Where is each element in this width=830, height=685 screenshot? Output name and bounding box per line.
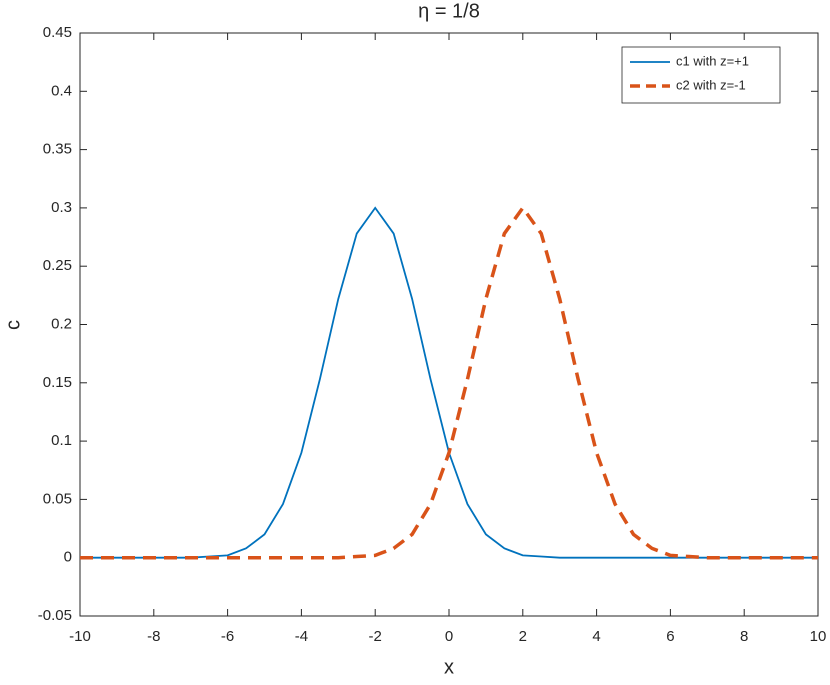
- y-tick-label: 0.05: [43, 490, 72, 507]
- x-tick-label: 2: [519, 628, 527, 645]
- y-tick-label: 0.35: [43, 141, 72, 158]
- y-axis-label: c: [2, 320, 24, 330]
- series-line: [80, 204, 818, 560]
- x-tick-label: 4: [592, 628, 600, 645]
- x-tick-label: 6: [666, 628, 674, 645]
- x-tick-label: -4: [295, 628, 308, 645]
- y-tick-label: 0.45: [43, 24, 72, 41]
- y-tick-label: -0.05: [38, 607, 72, 624]
- y-tick-label: 0.15: [43, 374, 72, 391]
- x-tick-label: 8: [740, 628, 748, 645]
- x-tick-label: -8: [147, 628, 160, 645]
- x-tick-label: -2: [369, 628, 382, 645]
- x-tick-label: 10: [810, 628, 827, 645]
- x-tick-label: -10: [69, 628, 91, 645]
- y-tick-label: 0.4: [51, 82, 72, 99]
- y-tick-label: 0.3: [51, 199, 72, 216]
- legend-label: c1 with z=+1: [676, 53, 749, 68]
- x-axis-label: x: [444, 656, 454, 678]
- y-tick-label: 0.25: [43, 257, 72, 274]
- y-tick-label: 0: [64, 549, 72, 566]
- y-tick-label: 0.1: [51, 432, 72, 449]
- y-tick-label: 0.2: [51, 315, 72, 332]
- chart-title: η = 1/8: [418, 0, 480, 22]
- plot-area: [79, 32, 819, 617]
- legend-box: [621, 46, 781, 104]
- legend-label: c2 with z=-1: [676, 77, 746, 92]
- x-tick-label: -6: [221, 628, 234, 645]
- x-tick-label: 0: [445, 628, 453, 645]
